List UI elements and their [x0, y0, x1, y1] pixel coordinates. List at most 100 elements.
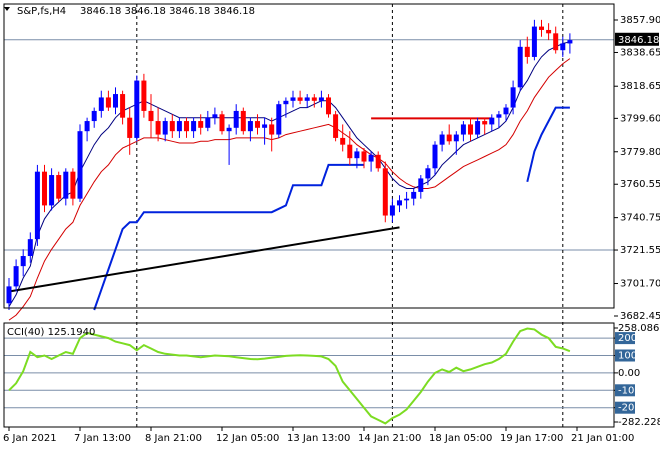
candle-body — [63, 171, 69, 199]
chart-header: S&P,fs,H4 3846.18 3846.18 3846.18 3846.1… — [4, 6, 255, 17]
candle-body — [233, 110, 239, 128]
candle-body — [84, 121, 90, 132]
candle-body — [489, 117, 495, 125]
candle-body — [77, 131, 83, 199]
time-tick-label: 8 Jan 21:00 — [145, 433, 202, 444]
cci-tick-label: 0.00 — [618, 368, 640, 379]
time-tick-label: 13 Jan 13:00 — [287, 433, 350, 444]
candle-body — [361, 151, 367, 162]
cci-line — [8, 327, 571, 425]
time-tick-label: 18 Jan 05:00 — [429, 433, 492, 444]
slow-average-line — [8, 58, 571, 321]
cci-indicator — [4, 327, 614, 425]
candle-body — [475, 121, 481, 135]
cci-level-badge — [615, 401, 635, 414]
current-price-badge — [615, 32, 659, 46]
candle-body — [546, 29, 552, 34]
candle-body — [219, 114, 225, 132]
candle-body — [205, 117, 211, 128]
candle-body — [20, 256, 26, 267]
time-tick-label: 6 Jan 2021 — [3, 433, 57, 444]
candle-body — [155, 121, 161, 135]
candle-body — [226, 127, 232, 132]
price-tick-label: 3721.55 — [620, 245, 660, 256]
candle-body — [98, 97, 104, 111]
candle-body — [255, 121, 260, 128]
candle-body — [425, 168, 431, 179]
candle-body — [340, 137, 346, 145]
candle-body — [453, 134, 459, 142]
candle-body — [524, 46, 530, 57]
candle-body — [503, 107, 509, 115]
candle-body — [27, 239, 33, 257]
candle-body — [517, 46, 523, 88]
candle-body — [347, 144, 353, 159]
candle-body — [318, 97, 324, 101]
candle-body — [247, 121, 253, 132]
price-tick-label: 3857.90 — [620, 15, 660, 26]
candle-body — [560, 43, 566, 51]
candle-body — [297, 97, 303, 101]
price-tick-label: 3799.60 — [620, 113, 660, 124]
candle-body — [468, 124, 473, 135]
cci-tick-label: -282.2286 — [618, 417, 660, 428]
candle-body — [240, 110, 246, 132]
chart-axes — [3, 3, 618, 431]
candle-body — [354, 151, 360, 159]
candle-body — [567, 40, 573, 44]
chart-labels: 3857.90 3838.65 3818.65 3799.60 3779.80 3760.… — [3, 15, 660, 444]
candle-body — [191, 121, 197, 132]
cci-tick-label: 258.086 — [618, 323, 659, 334]
candle-body — [56, 175, 62, 199]
dropdown-arrow-icon[interactable] — [4, 7, 10, 11]
candle-body — [141, 80, 147, 111]
cci-panel-frame — [3, 322, 615, 428]
candle-body — [304, 97, 310, 101]
candle-body — [482, 121, 488, 125]
candle-body — [510, 87, 516, 108]
price-candles — [6, 19, 573, 311]
candle-body — [176, 121, 182, 132]
price-panel-frame — [3, 3, 615, 309]
cci-level-badge — [615, 332, 635, 345]
fast-average-line — [8, 41, 571, 307]
candle-body — [6, 286, 12, 304]
time-tick-label: 14 Jan 21:00 — [358, 433, 421, 444]
candle-body — [134, 80, 140, 138]
price-tick-label: 3682.45 — [620, 311, 660, 322]
candle-body — [411, 191, 417, 199]
candle-body — [432, 144, 438, 169]
candle-body — [389, 205, 395, 216]
candle-body — [311, 97, 317, 101]
candle-body — [404, 198, 410, 201]
candle-body — [531, 26, 537, 57]
trailing-stop-line — [526, 106, 570, 183]
candle-body — [276, 104, 282, 135]
candle-body — [162, 121, 168, 135]
price-tick-label: 3779.80 — [620, 147, 660, 158]
candle-body — [120, 94, 126, 118]
cci-level-badge — [615, 349, 635, 362]
candle-body — [397, 200, 402, 206]
candle-body — [105, 97, 111, 108]
price-tick-label: 3740.75 — [620, 213, 660, 224]
candle-body — [326, 97, 331, 115]
time-tick-label: 21 Jan 01:00 — [571, 433, 634, 444]
candle-body — [496, 114, 502, 118]
time-tick-label: 19 Jan 17:00 — [500, 433, 563, 444]
candle-body — [382, 168, 388, 216]
current-price-label: 3846.18 — [618, 35, 659, 46]
cci-tick-label: -200 — [618, 403, 641, 414]
candle-body — [333, 114, 339, 138]
candle-body — [34, 171, 40, 240]
time-tick-label: 12 Jan 05:00 — [216, 433, 279, 444]
price-tick-label: 3701.70 — [620, 279, 660, 290]
symbol-label: S&P,fs,H4 — [17, 6, 66, 17]
candle-body — [91, 110, 97, 122]
candle-body — [368, 154, 374, 162]
candle-body — [262, 124, 268, 128]
candle-body — [42, 171, 47, 206]
candle-body — [212, 114, 218, 118]
candle-body — [198, 121, 204, 128]
